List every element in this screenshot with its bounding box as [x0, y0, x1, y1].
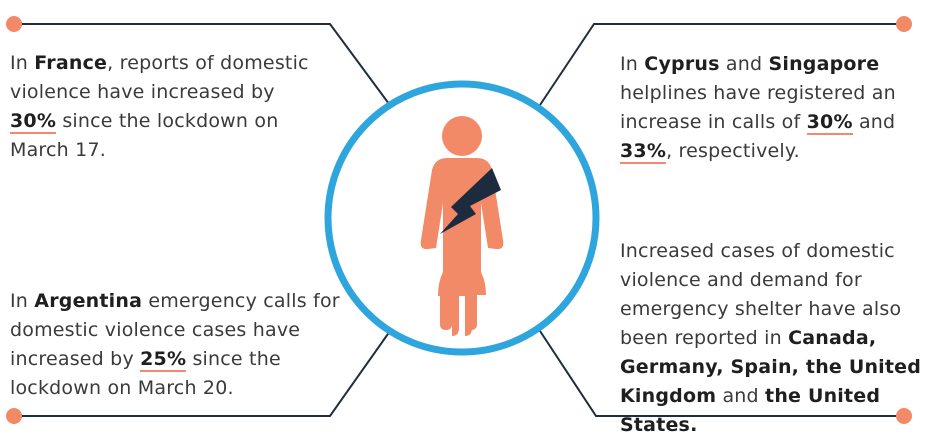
country-france: France: [34, 52, 108, 74]
cyprus-singapore-text: In Cyprus and Singapore helplines have r…: [620, 53, 896, 164]
connector-top-right: [537, 23, 904, 109]
percent-singapore: 33%: [620, 140, 667, 164]
connector-bottom-right: [539, 330, 904, 417]
lightning-bolt-icon: [440, 168, 501, 234]
person-with-lightning-icon: [420, 116, 504, 336]
connector-top-left: [14, 23, 393, 109]
other-countries-text: Increased cases of domestic violence and…: [620, 240, 922, 436]
country-singapore: Singapore: [768, 53, 880, 75]
dot-bottom-right: [896, 408, 912, 424]
country-argentina: Argentina: [34, 290, 143, 312]
france-text: In France, reports of domestic violence …: [10, 52, 309, 161]
percent-france: 30%: [10, 110, 57, 134]
country-cyprus: Cyprus: [644, 53, 720, 75]
connector-lines: [6, 16, 912, 424]
dot-top-left: [6, 16, 22, 32]
countries-list: Canada, Germany, Spain, the United Kingd…: [620, 327, 922, 407]
argentina-text: In Argentina emergency calls for domesti…: [10, 290, 340, 399]
percent-argentina: 25%: [140, 348, 187, 372]
dot-top-right: [896, 16, 912, 32]
connector-bottom-left: [14, 330, 391, 417]
dot-bottom-left: [6, 408, 22, 424]
percent-cyprus: 30%: [806, 111, 853, 135]
